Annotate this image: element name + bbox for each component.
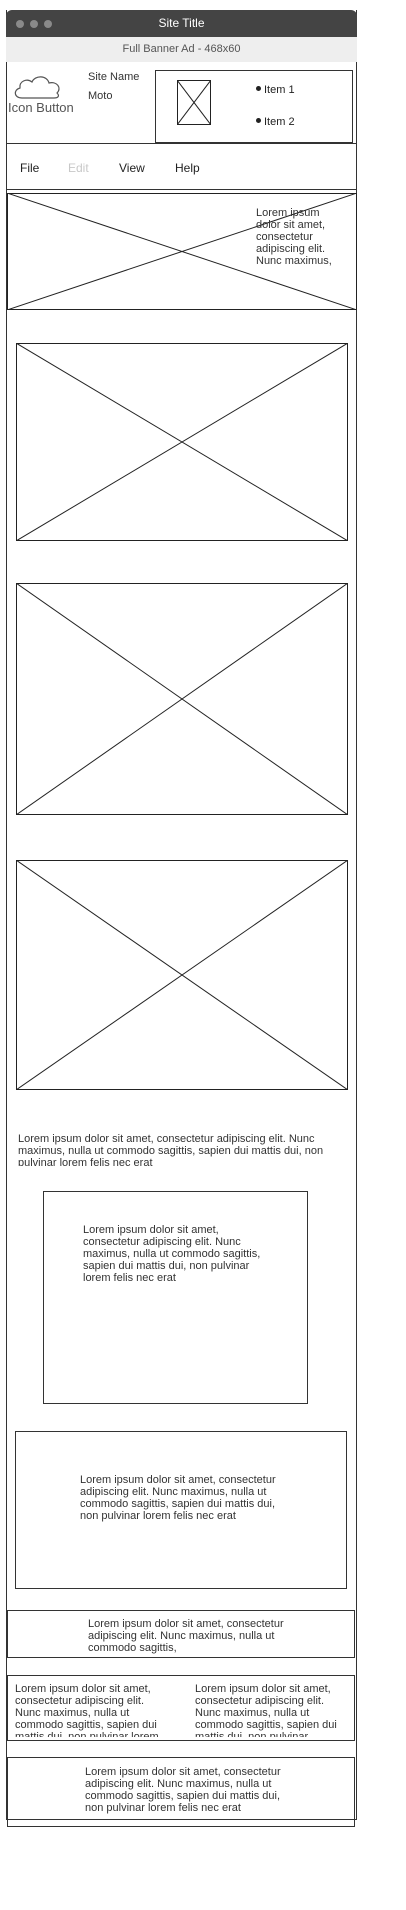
icon-button[interactable] bbox=[10, 70, 90, 120]
two-column-box bbox=[7, 1675, 355, 1741]
menu-bar bbox=[6, 143, 357, 190]
menu-item-view[interactable]: View bbox=[119, 161, 145, 175]
menu-item-help[interactable]: Help bbox=[175, 161, 200, 175]
menu-item-edit: Edit bbox=[68, 161, 89, 175]
browser-window bbox=[6, 10, 357, 1820]
site-name: Site Name bbox=[88, 71, 140, 83]
banner-ad: Full Banner Ad - 468x60 bbox=[6, 37, 357, 62]
hero-text: Lorem ipsum dolor sit amet, consectetur … bbox=[256, 207, 332, 267]
text-box-content: Lorem ipsum dolor sit amet, consectetur … bbox=[83, 1224, 261, 1284]
image-placeholder bbox=[16, 860, 348, 1090]
column-left-text: Lorem ipsum dolor sit amet, consectetur … bbox=[15, 1683, 159, 1737]
header-list-box bbox=[155, 70, 353, 143]
footer-box bbox=[7, 1757, 355, 1827]
text-box-content: Lorem ipsum dolor sit amet, consectetur … bbox=[88, 1618, 284, 1654]
footer-text: Lorem ipsum dolor sit amet, consectetur … bbox=[85, 1766, 281, 1814]
site-moto: Moto bbox=[88, 90, 113, 102]
text-box bbox=[43, 1191, 308, 1404]
image-placeholder bbox=[16, 343, 348, 541]
window-title: Site Title bbox=[158, 16, 205, 30]
hero-image-placeholder bbox=[7, 193, 357, 310]
menu-item-file[interactable]: File bbox=[20, 161, 40, 175]
column-right-text: Lorem ipsum dolor sit amet, consectetur … bbox=[195, 1683, 337, 1737]
minimize-window-dot[interactable] bbox=[30, 20, 38, 28]
text-box bbox=[15, 1431, 347, 1589]
cloud-icon bbox=[14, 76, 60, 99]
list-item[interactable]: Item 2 bbox=[256, 116, 295, 128]
paragraph: Lorem ipsum dolor sit amet, consectetur … bbox=[18, 1133, 324, 1166]
header-image-placeholder bbox=[177, 80, 211, 125]
list-item[interactable]: Item 1 bbox=[256, 84, 295, 96]
icon-button-label: Icon Button bbox=[8, 100, 74, 115]
close-window-dot[interactable] bbox=[16, 20, 24, 28]
title-bar: Site Title bbox=[6, 10, 357, 37]
maximize-window-dot[interactable] bbox=[44, 20, 52, 28]
text-box-content: Lorem ipsum dolor sit amet, consectetur … bbox=[80, 1474, 276, 1522]
text-box bbox=[7, 1610, 355, 1658]
image-placeholder bbox=[16, 583, 348, 815]
